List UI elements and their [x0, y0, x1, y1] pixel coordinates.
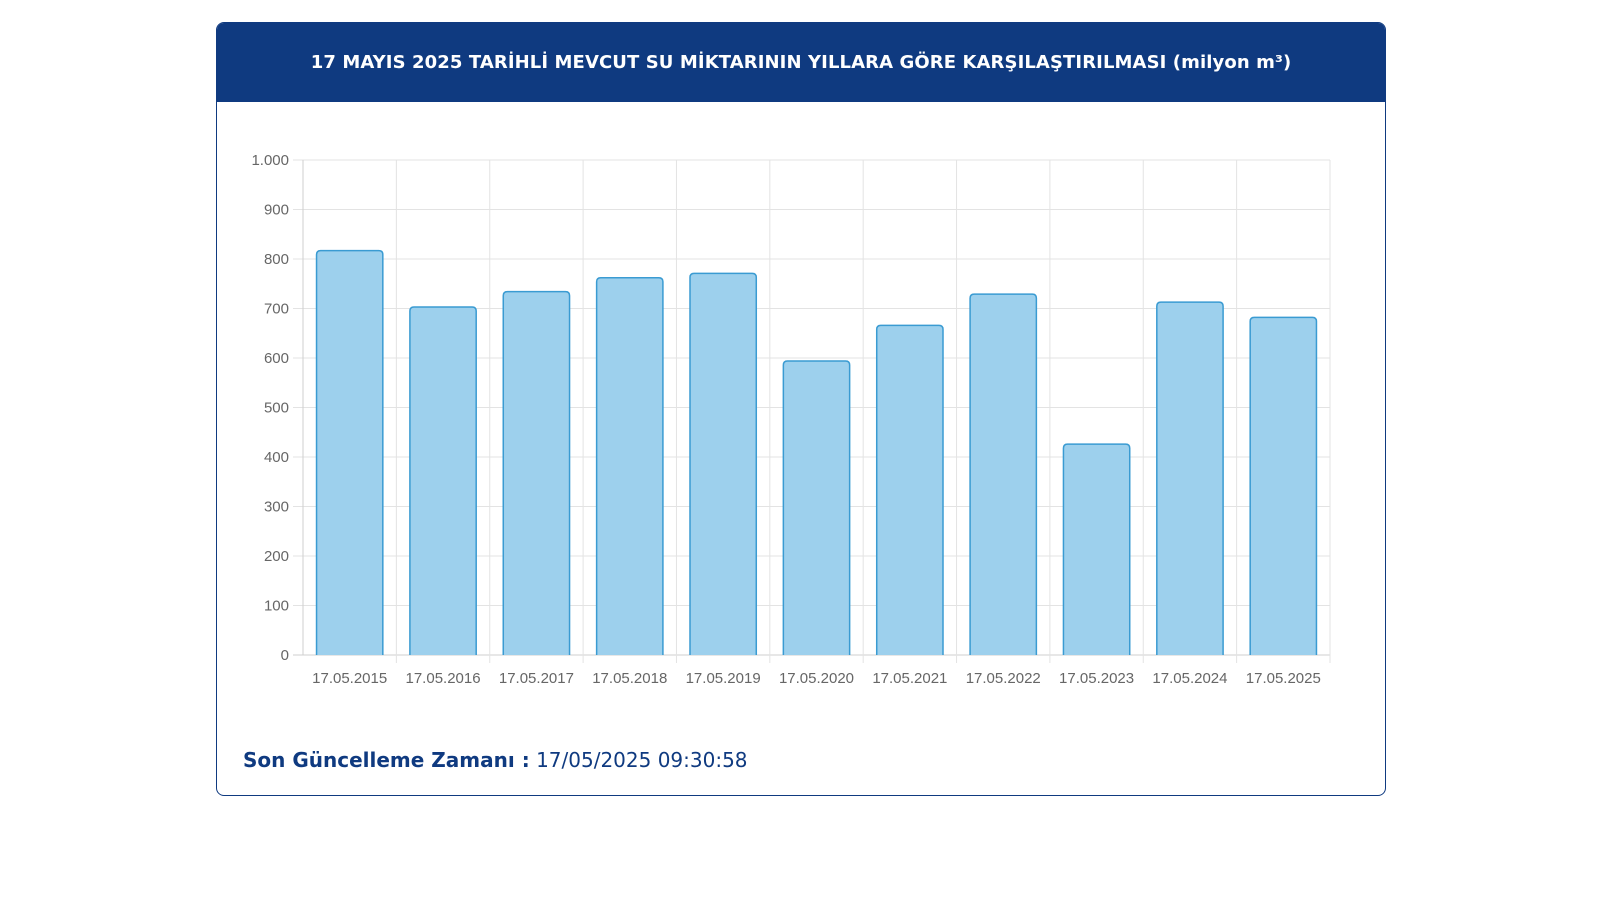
x-tick-label: 17.05.2018 — [592, 670, 667, 687]
bar-17.05.2015[interactable] — [315, 249, 384, 655]
y-tick-label: 600 — [264, 350, 289, 367]
x-tick-label: 17.05.2016 — [406, 670, 481, 687]
x-tick-label: 17.05.2015 — [312, 670, 387, 687]
chart-area: 0 100 200 300 400 500 600 700 800 900 1.000 17.05.… — [217, 102, 1385, 702]
bar-17.05.2017[interactable] — [502, 290, 571, 655]
y-tick-label: 500 — [264, 400, 289, 417]
last-update-value: 17/05/2025 09:30:58 — [536, 748, 748, 772]
chart-title: 17 MAYIS 2025 TARİHLİ MEVCUT SU MİKTARIN… — [217, 23, 1385, 102]
bar-chart: 0 100 200 300 400 500 600 700 800 900 1.000 17.05.… — [251, 152, 1331, 687]
x-tick-label: 17.05.2019 — [686, 670, 761, 687]
y-tick-label: 800 — [264, 251, 289, 268]
y-tick-label: 1.000 — [251, 152, 289, 169]
last-update: Son Güncelleme Zamanı : 17/05/2025 09:30… — [243, 748, 748, 772]
y-tick-label: 300 — [264, 499, 289, 516]
bar-17.05.2023[interactable] — [1062, 443, 1131, 655]
x-tick-label: 17.05.2024 — [1152, 670, 1227, 687]
x-tick-label: 17.05.2023 — [1059, 670, 1134, 687]
bar-17.05.2020[interactable] — [782, 360, 851, 655]
bars — [315, 249, 1318, 655]
y-tick-label: 200 — [264, 548, 289, 565]
bar-17.05.2018[interactable] — [595, 277, 664, 655]
y-tick-label: 700 — [264, 301, 289, 318]
x-tick-label: 17.05.2017 — [499, 670, 574, 687]
bar-17.05.2016[interactable] — [409, 306, 477, 655]
x-tick-label: 17.05.2022 — [966, 670, 1041, 687]
y-tick-label: 100 — [264, 598, 289, 615]
x-tick-label: 17.05.2025 — [1246, 670, 1321, 687]
x-tick-label: 17.05.2020 — [779, 670, 854, 687]
bar-17.05.2021[interactable] — [875, 324, 944, 655]
last-update-label: Son Güncelleme Zamanı : — [243, 748, 530, 772]
y-tick-label: 400 — [264, 449, 289, 466]
y-tick-label: 0 — [281, 647, 289, 664]
x-axis-ticks: 17.05.2015 17.05.2016 17.05.2017 17.05.2018… — [312, 670, 1321, 687]
chart-card: 17 MAYIS 2025 TARİHLİ MEVCUT SU MİKTARIN… — [216, 22, 1386, 796]
bar-17.05.2022[interactable] — [969, 293, 1038, 655]
bar-17.05.2025[interactable] — [1249, 316, 1318, 655]
bar-17.05.2019[interactable] — [689, 272, 758, 655]
bar-17.05.2024[interactable] — [1156, 301, 1224, 655]
y-axis-ticks: 0 100 200 300 400 500 600 700 800 900 1.000 — [251, 152, 289, 664]
x-tick-label: 17.05.2021 — [872, 670, 947, 687]
y-tick-label: 900 — [264, 202, 289, 219]
